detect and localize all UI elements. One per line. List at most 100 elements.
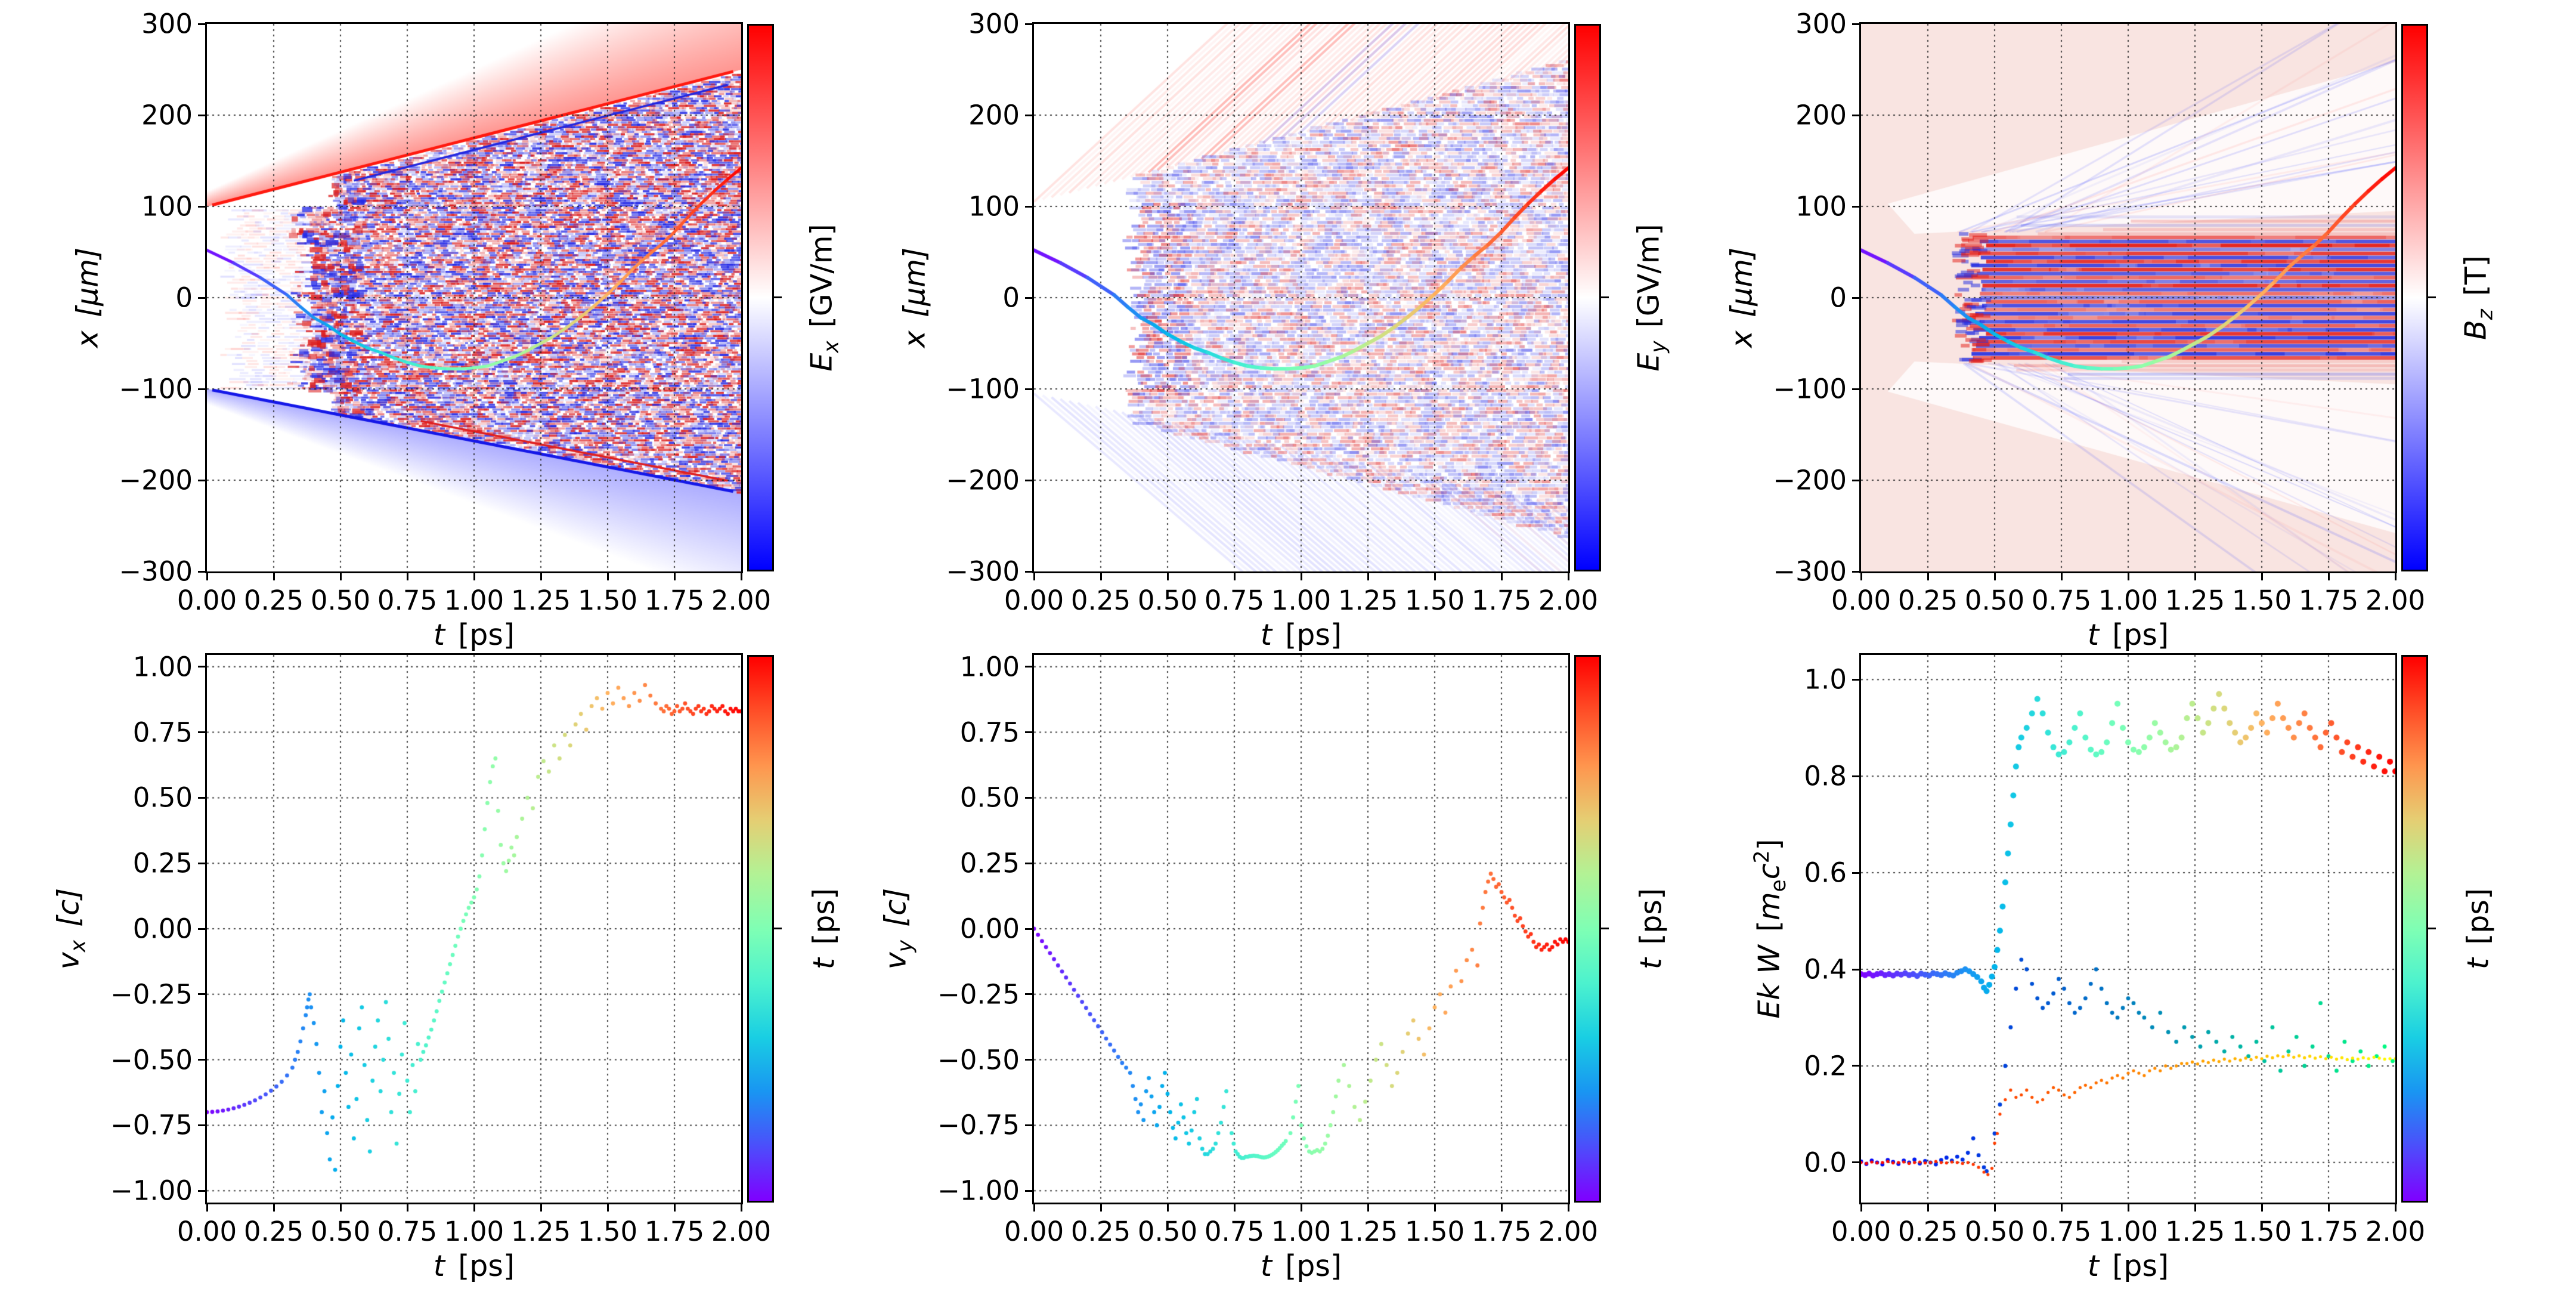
x-tick-label: 1.50 — [1404, 1216, 1465, 1247]
y-tick-label: 0 — [1002, 282, 1020, 314]
x-axis-label: t [ps] — [433, 618, 515, 652]
y-tick-label: −300 — [946, 555, 1020, 588]
y-tick-label: −0.75 — [937, 1109, 1020, 1141]
x-tick-mark — [1860, 1203, 1862, 1212]
y-tick-label: 0.00 — [959, 913, 1020, 945]
x-tick-label: 1.00 — [444, 585, 504, 616]
x-tick-label: 1.00 — [444, 1216, 504, 1247]
y-tick-mark — [198, 993, 207, 996]
y-tick-mark — [1025, 731, 1034, 734]
y-axis-label: vy[c] — [878, 888, 918, 970]
y-tick-mark — [1852, 1065, 1861, 1067]
x-tick-mark — [1927, 1203, 1929, 1212]
y-tick-label: 0.25 — [959, 847, 1020, 879]
y-tick-mark — [1025, 388, 1034, 390]
y-tick-mark — [1852, 678, 1861, 681]
y-tick-mark — [1025, 666, 1034, 668]
x-tick-mark — [2127, 1203, 2129, 1212]
y-tick-label: 0.00 — [132, 913, 193, 945]
x-tick-label: 1.00 — [2098, 585, 2159, 616]
x-tick-label: 1.75 — [1471, 585, 1532, 616]
colorbar-tick — [2428, 296, 2436, 298]
y-tick-mark — [198, 796, 207, 799]
x-tick-label: 1.25 — [2165, 585, 2225, 616]
y-tick-label: −0.50 — [110, 1044, 193, 1076]
x-tick-mark — [1500, 571, 1503, 580]
x-tick-label: 1.50 — [577, 1216, 638, 1247]
colorbar — [1574, 655, 1601, 1203]
x-tick-label: 0.75 — [2031, 1216, 2092, 1247]
x-tick-mark — [2127, 571, 2129, 580]
x-tick-label: 1.75 — [2298, 1216, 2359, 1247]
y-axis-label: vx[c] — [51, 888, 91, 970]
x-tick-mark — [206, 1203, 208, 1212]
x-tick-mark — [1166, 1203, 1169, 1212]
x-tick-mark — [1300, 1203, 1302, 1212]
y-tick-label: −200 — [946, 464, 1020, 496]
x-tick-label: 2.00 — [1538, 585, 1599, 616]
y-tick-label: −1.00 — [937, 1175, 1020, 1207]
y-tick-label: 100 — [968, 190, 1020, 222]
y-tick-label: −100 — [119, 373, 193, 405]
x-tick-label: 0.00 — [177, 585, 237, 616]
y-tick-label: 0.75 — [959, 716, 1020, 749]
x-tick-label: 0.50 — [1137, 1216, 1198, 1247]
y-tick-label: 300 — [141, 8, 193, 40]
y-tick-mark — [1025, 205, 1034, 208]
x-tick-mark — [473, 1203, 475, 1212]
y-tick-mark — [1852, 479, 1861, 481]
y-tick-label: −100 — [946, 373, 1020, 405]
x-tick-label: 0.25 — [1070, 1216, 1131, 1247]
y-tick-label: 0.8 — [1804, 760, 1847, 792]
colorbar-tick — [1601, 296, 1609, 298]
y-tick-mark — [1852, 1161, 1861, 1164]
x-tick-label: 0.25 — [1897, 1216, 1958, 1247]
y-tick-mark — [198, 114, 207, 116]
y-tick-mark — [1025, 114, 1034, 116]
x-tick-mark — [339, 1203, 342, 1212]
x-tick-mark — [2060, 1203, 2063, 1212]
y-tick-label: −300 — [119, 555, 193, 588]
x-tick-mark — [1033, 1203, 1035, 1212]
x-tick-label: 1.75 — [644, 585, 705, 616]
y-tick-label: 200 — [1795, 99, 1847, 131]
x-tick-label: 0.25 — [1897, 585, 1958, 616]
x-tick-mark — [606, 571, 609, 580]
y-tick-label: 0.6 — [1804, 857, 1847, 889]
y-tick-mark — [198, 296, 207, 299]
colorbar-tick — [2428, 928, 2436, 929]
y-tick-label: −300 — [1773, 555, 1847, 588]
x-tick-mark — [1166, 571, 1169, 580]
y-tick-mark — [198, 862, 207, 864]
y-tick-label: 0.50 — [959, 781, 1020, 814]
x-tick-label: 0.75 — [1204, 1216, 1265, 1247]
x-tick-label: 0.75 — [2031, 585, 2092, 616]
ex-heatmap-canvas — [207, 24, 741, 571]
y-tick-label: 0.0 — [1804, 1146, 1847, 1179]
y-tick-label: 0 — [1829, 282, 1847, 314]
y-axis-label: Ek W[mec2] — [1750, 839, 1791, 1019]
x-tick-label: 2.00 — [2365, 585, 2426, 616]
y-tick-label: −0.25 — [110, 978, 193, 1010]
colorbar-tick — [1601, 928, 1609, 929]
x-tick-mark — [2327, 1203, 2330, 1212]
colorbar — [2401, 24, 2428, 571]
y-tick-mark — [1025, 993, 1034, 996]
x-axis-label: t [ps] — [2087, 618, 2169, 652]
colorbar-tick — [774, 296, 782, 298]
x-axis-label: t [ps] — [1260, 1249, 1342, 1283]
x-tick-label: 1.00 — [1271, 585, 1332, 616]
y-tick-mark — [198, 205, 207, 208]
x-tick-mark — [1033, 571, 1035, 580]
x-tick-mark — [1927, 571, 1929, 580]
y-tick-mark — [1025, 23, 1034, 25]
x-tick-mark — [606, 1203, 609, 1212]
y-tick-mark — [198, 1124, 207, 1126]
vx-scatter-canvas — [207, 655, 741, 1203]
colorbar-label: Ey[GV/m] — [1631, 224, 1671, 372]
y-tick-mark — [1852, 205, 1861, 208]
y-tick-mark — [1025, 796, 1034, 799]
colorbar-label: t[ps] — [2461, 888, 2496, 970]
x-tick-mark — [2394, 1203, 2397, 1212]
